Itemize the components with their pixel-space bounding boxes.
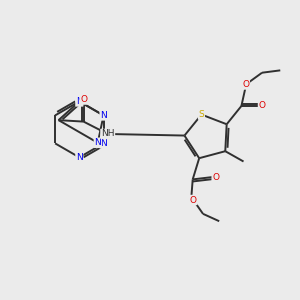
Text: O: O — [259, 101, 266, 110]
Text: S: S — [199, 110, 204, 119]
Text: O: O — [190, 196, 197, 205]
Text: N: N — [76, 153, 83, 162]
Text: N: N — [100, 139, 107, 148]
Text: O: O — [242, 80, 249, 89]
Text: O: O — [212, 172, 219, 182]
Text: N: N — [76, 97, 83, 106]
Text: NH: NH — [101, 130, 115, 139]
Text: O: O — [80, 95, 87, 104]
Text: N: N — [100, 111, 107, 120]
Text: N: N — [94, 138, 101, 147]
